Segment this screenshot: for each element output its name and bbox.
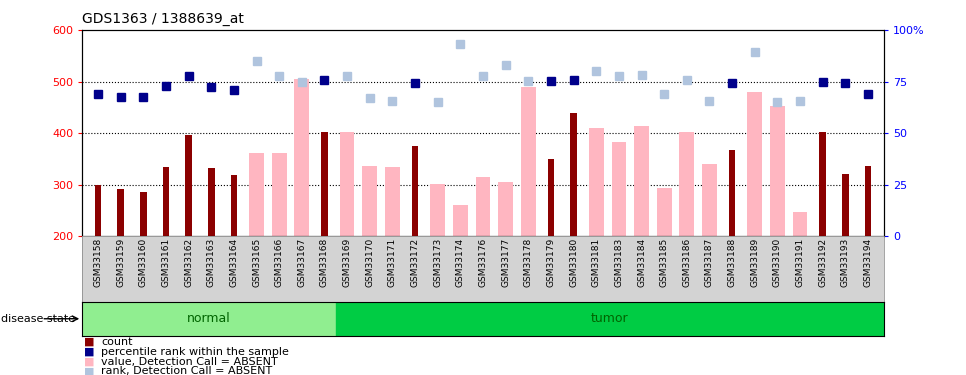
Text: GSM33166: GSM33166 [274,238,284,288]
Bar [521,87,536,236]
Bar [385,166,400,236]
Bar [475,177,491,236]
Text: GSM33174: GSM33174 [456,238,465,287]
Bar [819,132,826,236]
Text: GSM33163: GSM33163 [207,238,215,288]
Bar [162,166,169,236]
Bar [453,206,468,236]
Bar [185,135,192,236]
Bar [570,112,577,236]
Text: GSM33178: GSM33178 [524,238,533,288]
Text: tumor: tumor [591,312,629,325]
Text: count: count [101,337,133,347]
Text: GSM33162: GSM33162 [185,238,193,287]
Text: GSM33164: GSM33164 [229,238,239,287]
Bar [208,168,214,236]
Bar [336,302,884,336]
Bar [611,142,626,236]
Bar [748,92,762,236]
Text: ■: ■ [84,366,95,375]
Text: GSM33170: GSM33170 [365,238,374,288]
Bar [770,106,784,236]
Text: GSM33177: GSM33177 [501,238,510,288]
Bar [430,184,445,236]
Text: GSM33192: GSM33192 [818,238,827,287]
Text: GSM33190: GSM33190 [773,238,781,288]
Text: GSM33167: GSM33167 [298,238,306,288]
Text: GSM33191: GSM33191 [796,238,805,288]
Text: ■: ■ [84,337,95,347]
Text: ■: ■ [84,357,95,366]
Text: GSM33176: GSM33176 [478,238,488,288]
Text: GSM33171: GSM33171 [388,238,397,288]
Text: GSM33160: GSM33160 [139,238,148,288]
Text: disease state: disease state [1,315,75,324]
Text: GSM33183: GSM33183 [614,238,623,288]
Text: GSM33158: GSM33158 [94,238,102,288]
Text: normal: normal [187,312,231,325]
Bar [82,302,336,336]
Text: GSM33179: GSM33179 [547,238,555,288]
Text: GSM33180: GSM33180 [569,238,578,288]
Text: GSM33181: GSM33181 [592,238,601,288]
Text: GSM33173: GSM33173 [433,238,442,288]
Bar [412,146,418,236]
Bar [340,132,355,236]
Bar [635,126,649,236]
Text: GSM33172: GSM33172 [411,238,419,287]
Bar [865,166,871,236]
Bar [498,182,513,236]
Text: GDS1363 / 1388639_at: GDS1363 / 1388639_at [82,12,244,26]
Bar [679,132,695,236]
Text: rank, Detection Call = ABSENT: rank, Detection Call = ABSENT [101,366,272,375]
Text: GSM33185: GSM33185 [660,238,668,288]
Bar [321,132,327,236]
Text: GSM33165: GSM33165 [252,238,261,288]
Text: GSM33193: GSM33193 [840,238,850,288]
Bar [793,211,808,236]
Bar [842,174,849,236]
Bar [249,153,264,236]
Text: GSM33169: GSM33169 [343,238,352,288]
Text: GSM33168: GSM33168 [320,238,329,288]
Bar [117,189,124,236]
Bar [589,128,604,236]
Text: GSM33159: GSM33159 [116,238,126,288]
Bar [362,166,377,236]
Bar [140,192,147,236]
Text: GSM33161: GSM33161 [161,238,170,288]
Bar [657,188,671,236]
Text: ■: ■ [84,347,95,357]
Text: GSM33184: GSM33184 [637,238,646,287]
Bar [295,79,309,236]
Text: GSM33194: GSM33194 [864,238,872,287]
Bar [231,176,238,236]
Bar [548,159,554,236]
Text: GSM33188: GSM33188 [727,238,737,288]
Text: value, Detection Call = ABSENT: value, Detection Call = ABSENT [101,357,278,366]
Text: GSM33186: GSM33186 [682,238,692,288]
Bar [702,164,717,236]
Text: percentile rank within the sample: percentile rank within the sample [101,347,289,357]
Bar [271,153,287,236]
Text: GSM33187: GSM33187 [705,238,714,288]
Bar [728,150,735,236]
Bar [95,185,101,236]
Text: GSM33189: GSM33189 [751,238,759,288]
